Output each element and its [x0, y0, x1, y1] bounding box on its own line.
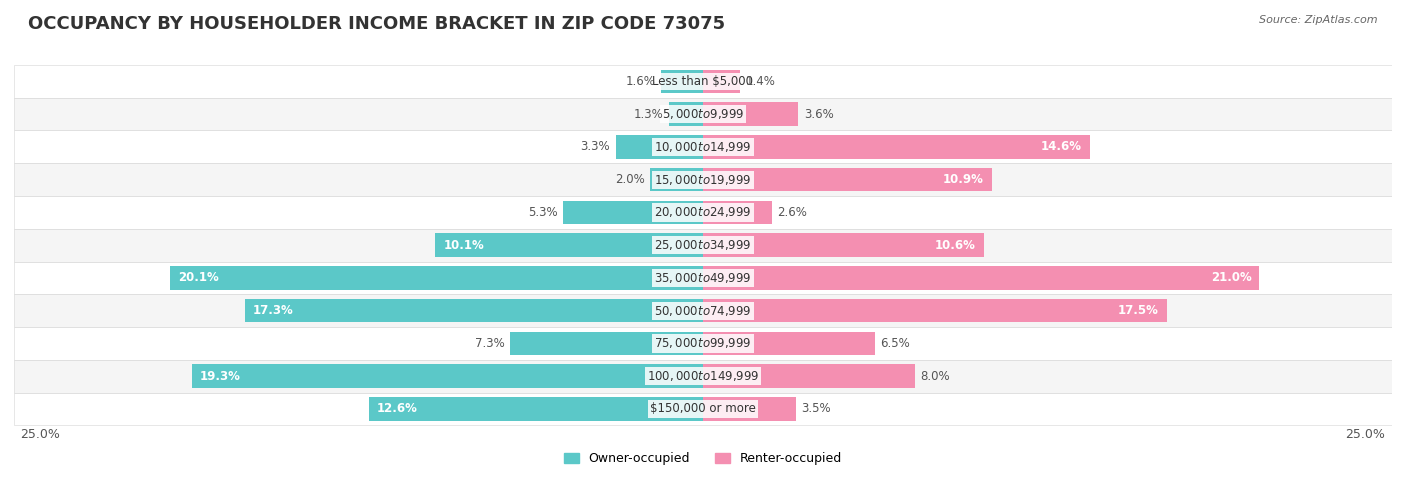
Text: 10.9%: 10.9%	[943, 173, 984, 186]
Bar	[170, 266, 703, 290]
Bar	[703, 266, 1260, 290]
Text: 21.0%: 21.0%	[1211, 271, 1251, 284]
Text: $5,000 to $9,999: $5,000 to $9,999	[662, 107, 744, 121]
Text: 17.3%: 17.3%	[253, 304, 294, 317]
Bar	[14, 393, 1392, 425]
Bar	[14, 294, 1392, 327]
Bar	[14, 360, 1392, 393]
Bar	[14, 262, 1392, 294]
Bar	[14, 327, 1392, 360]
Bar	[14, 229, 1392, 262]
Bar	[14, 131, 1392, 163]
Text: 6.5%: 6.5%	[880, 337, 910, 350]
Legend: Owner-occupied, Renter-occupied: Owner-occupied, Renter-occupied	[558, 448, 848, 470]
Bar	[650, 168, 703, 191]
Text: 3.5%: 3.5%	[801, 402, 831, 415]
Bar	[703, 332, 875, 355]
Bar	[14, 229, 1392, 262]
Bar	[14, 163, 1392, 196]
Bar	[703, 233, 984, 257]
Text: 12.6%: 12.6%	[377, 402, 418, 415]
Text: 5.3%: 5.3%	[527, 206, 557, 219]
Text: $35,000 to $49,999: $35,000 to $49,999	[654, 271, 752, 285]
Bar	[14, 65, 1392, 98]
Bar	[436, 233, 703, 257]
Bar	[703, 102, 799, 126]
Bar	[509, 332, 703, 355]
Bar	[669, 102, 703, 126]
Bar	[703, 70, 740, 93]
Bar	[703, 135, 1090, 159]
Bar	[14, 98, 1392, 131]
Bar	[14, 196, 1392, 229]
Text: 14.6%: 14.6%	[1040, 140, 1083, 153]
Text: $50,000 to $74,999: $50,000 to $74,999	[654, 304, 752, 318]
Bar	[14, 98, 1392, 131]
Text: $10,000 to $14,999: $10,000 to $14,999	[654, 140, 752, 154]
Text: 20.1%: 20.1%	[179, 271, 219, 284]
Text: $150,000 or more: $150,000 or more	[650, 402, 756, 415]
Bar	[703, 201, 772, 224]
Text: $75,000 to $99,999: $75,000 to $99,999	[654, 337, 752, 351]
Bar	[191, 364, 703, 388]
Text: $25,000 to $34,999: $25,000 to $34,999	[654, 238, 752, 252]
Text: Source: ZipAtlas.com: Source: ZipAtlas.com	[1260, 15, 1378, 25]
Text: $20,000 to $24,999: $20,000 to $24,999	[654, 206, 752, 219]
Text: 2.6%: 2.6%	[778, 206, 807, 219]
Text: 10.6%: 10.6%	[935, 239, 976, 252]
Bar	[562, 201, 703, 224]
Bar	[14, 131, 1392, 163]
Text: 1.6%: 1.6%	[626, 75, 655, 88]
Bar	[703, 168, 991, 191]
Bar	[703, 299, 1167, 322]
Bar	[14, 65, 1392, 98]
Bar	[370, 397, 703, 421]
Bar	[661, 70, 703, 93]
Text: 8.0%: 8.0%	[921, 370, 950, 383]
Bar	[245, 299, 703, 322]
Text: OCCUPANCY BY HOUSEHOLDER INCOME BRACKET IN ZIP CODE 73075: OCCUPANCY BY HOUSEHOLDER INCOME BRACKET …	[28, 15, 725, 33]
Text: 2.0%: 2.0%	[614, 173, 645, 186]
Text: 17.5%: 17.5%	[1118, 304, 1159, 317]
Text: $15,000 to $19,999: $15,000 to $19,999	[654, 172, 752, 187]
Text: Less than $5,000: Less than $5,000	[652, 75, 754, 88]
Bar	[703, 397, 796, 421]
Text: 25.0%: 25.0%	[1346, 428, 1385, 441]
Text: $100,000 to $149,999: $100,000 to $149,999	[647, 369, 759, 383]
Text: 3.3%: 3.3%	[581, 140, 610, 153]
Bar	[14, 360, 1392, 393]
Bar	[14, 393, 1392, 425]
Text: 7.3%: 7.3%	[474, 337, 505, 350]
Text: 3.6%: 3.6%	[804, 108, 834, 121]
Text: 1.3%: 1.3%	[634, 108, 664, 121]
Bar	[14, 294, 1392, 327]
Bar	[616, 135, 703, 159]
Text: 25.0%: 25.0%	[21, 428, 60, 441]
Bar	[14, 196, 1392, 229]
Text: 1.4%: 1.4%	[745, 75, 775, 88]
Bar	[14, 262, 1392, 294]
Bar	[14, 163, 1392, 196]
Bar	[703, 364, 915, 388]
Bar	[14, 327, 1392, 360]
Text: 19.3%: 19.3%	[200, 370, 240, 383]
Text: 10.1%: 10.1%	[443, 239, 484, 252]
